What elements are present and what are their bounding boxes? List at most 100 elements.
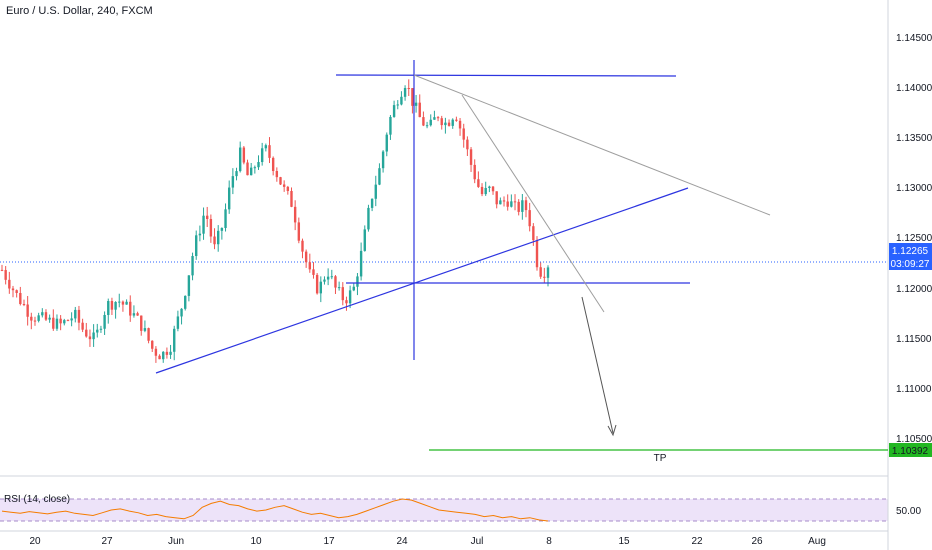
steep-trendline[interactable]	[461, 94, 605, 313]
candle-body	[506, 201, 509, 207]
candle-body	[418, 102, 421, 118]
candle-body	[381, 151, 385, 169]
candle-body	[206, 215, 209, 219]
candle-body	[411, 88, 414, 106]
candle-body	[246, 162, 249, 176]
candle-body	[202, 215, 205, 234]
candle-body	[535, 240, 539, 268]
projection-arrow[interactable]	[581, 296, 614, 434]
time-tick: 10	[250, 536, 262, 547]
candle-body	[249, 167, 253, 176]
candle-body	[517, 201, 520, 212]
candle-body	[74, 309, 77, 319]
candle-body	[143, 328, 147, 331]
candle-body	[70, 318, 73, 321]
candle-body	[176, 316, 180, 329]
candle-body	[374, 184, 377, 199]
candle-body	[180, 308, 183, 317]
candle-body	[469, 149, 473, 165]
candle-body	[462, 128, 465, 140]
candle-body	[110, 300, 114, 310]
price-axis[interactable]: 1.14500 1.14000 1.13500 1.13000 1.12500 …	[896, 33, 932, 445]
candle-body	[539, 267, 542, 277]
candle-body	[495, 191, 498, 205]
price-pane[interactable]	[0, 0, 888, 474]
candle-body	[458, 120, 462, 129]
candle-body	[114, 301, 117, 310]
candle-body	[88, 336, 92, 340]
candle-body	[301, 240, 304, 252]
price-tick: 1.14000	[896, 83, 932, 94]
candle-body	[502, 200, 506, 202]
target-price-value: 1.10392	[892, 446, 929, 457]
candle-body	[187, 275, 191, 296]
candle-body	[477, 179, 480, 187]
candle-body	[238, 147, 242, 172]
candle-body	[414, 102, 418, 106]
candle-body	[363, 229, 366, 251]
candle-body	[319, 281, 323, 294]
candle-body	[407, 88, 410, 90]
candle-body	[191, 256, 194, 276]
candle-body	[44, 312, 48, 320]
candle-body	[447, 122, 451, 126]
last-price-value: 1.12265	[892, 246, 929, 257]
rsi-tick: 50.00	[896, 506, 921, 517]
candle-body	[103, 314, 106, 329]
candle-body	[392, 105, 396, 117]
candle-body	[19, 292, 22, 305]
candle-body	[312, 269, 315, 275]
candle-body	[66, 320, 70, 322]
candle-body	[433, 117, 436, 120]
candle-body	[546, 267, 550, 278]
candle-body	[118, 301, 121, 303]
candle-body	[257, 162, 260, 168]
candle-body	[0, 269, 4, 271]
time-tick: 26	[751, 536, 763, 547]
candle-body	[227, 187, 231, 210]
candle-body	[81, 322, 84, 330]
candle-body	[326, 276, 330, 280]
candle-body	[367, 207, 370, 230]
candle-body	[15, 290, 18, 293]
candle-body	[524, 200, 528, 211]
candle-body	[286, 186, 290, 191]
candle-series[interactable]	[0, 79, 550, 363]
candle-body	[330, 276, 333, 278]
candle-body	[440, 118, 443, 126]
candle-body	[275, 171, 279, 178]
candle-body	[422, 117, 425, 126]
ascending-trendline[interactable]	[155, 187, 689, 374]
candle-body	[4, 270, 7, 280]
candle-body	[308, 262, 312, 270]
candle-body	[510, 201, 513, 207]
candle-body	[451, 119, 454, 126]
candle-body	[169, 351, 172, 355]
candle-body	[341, 287, 344, 301]
candle-body	[473, 164, 476, 180]
candle-body	[282, 184, 286, 187]
candle-body	[231, 176, 235, 188]
candle-body	[304, 251, 308, 263]
price-tick: 1.14500	[896, 33, 932, 44]
candle-body	[389, 116, 392, 135]
time-tick: 24	[396, 536, 408, 547]
candle-body	[121, 301, 125, 305]
candle-body	[521, 200, 524, 212]
candle-body	[378, 168, 381, 185]
resistance-line[interactable]	[335, 74, 677, 77]
candle-body	[356, 276, 359, 287]
candle-body	[543, 276, 546, 278]
candle-body	[165, 351, 169, 355]
candle-body	[30, 316, 33, 321]
drawings[interactable]: TP	[155, 60, 888, 464]
descending-trendline[interactable]	[413, 74, 771, 216]
candle-body	[444, 122, 447, 126]
candle-body	[96, 329, 99, 333]
time-axis[interactable]: 20 27 Jun 10 17 24 Jul 8 15 22 26 Aug	[29, 536, 825, 547]
candle-body	[436, 117, 440, 119]
candle-body	[136, 313, 139, 316]
time-tick: 20	[29, 536, 41, 547]
candle-body	[85, 329, 88, 337]
